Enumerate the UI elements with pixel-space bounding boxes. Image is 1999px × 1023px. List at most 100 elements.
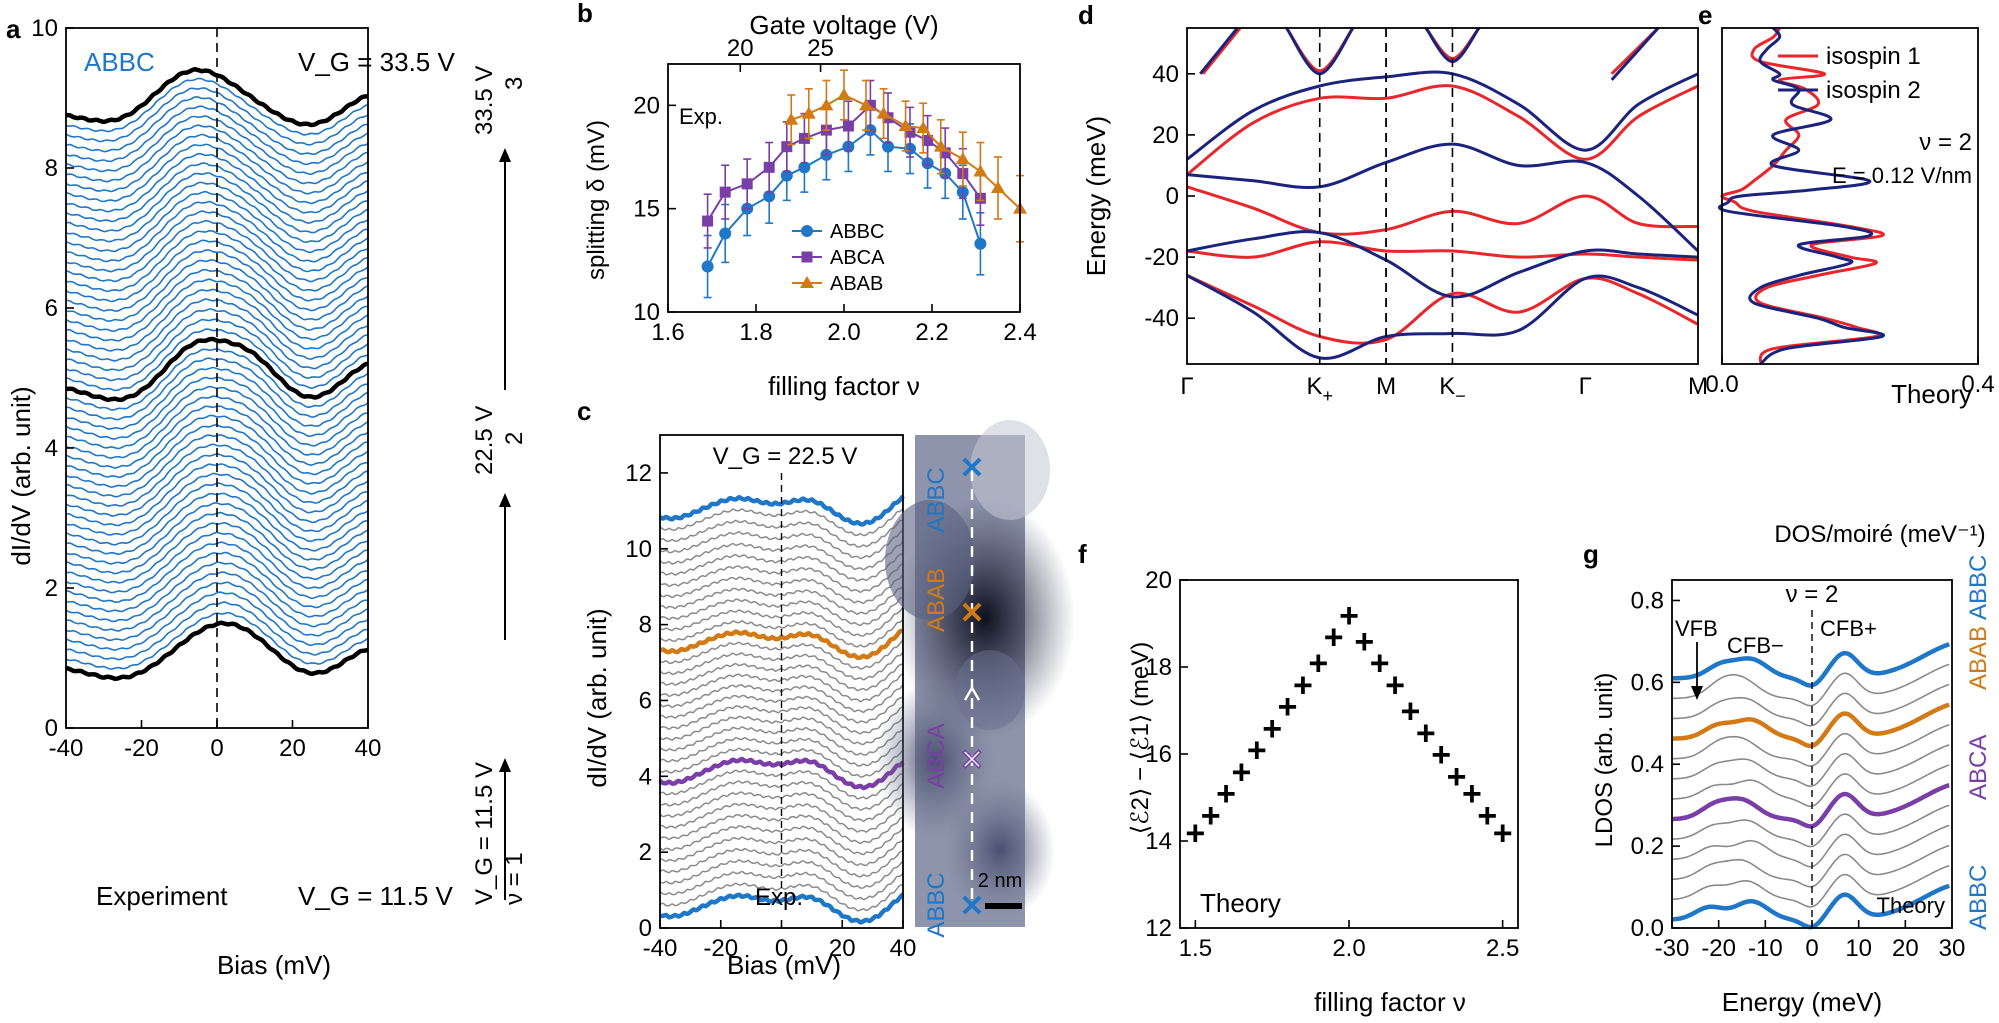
panel-f-point: + xyxy=(1247,732,1267,770)
stm-label-abca: ABCA xyxy=(923,723,950,788)
panel-a-spectrum xyxy=(65,152,369,214)
panel-b-legend-label: ABAB xyxy=(830,273,883,295)
panel-a-spectrum xyxy=(65,308,369,372)
panel-d-band-isospin2 xyxy=(1186,142,1700,253)
panel-a: -40 -20 0 20 40 0 2 4 6 8 10 ABBC V_G = 33.5 V V_… xyxy=(6,15,528,980)
panel-d-kpath-label: K+ xyxy=(1306,373,1333,406)
panel-g-y-tick-label: 0.8 xyxy=(1631,587,1664,614)
panel-c-y-tick-label: 12 xyxy=(625,460,652,487)
panel-c-spectrum xyxy=(659,836,904,867)
panel-b-top-tick-label: 25 xyxy=(807,35,834,62)
panel-e-xlabel: DOS/moiré (meV⁻¹) xyxy=(1774,521,1985,548)
panel-c-spectrum xyxy=(659,726,904,756)
panel-a-spectrum xyxy=(65,124,369,185)
panel-c-spectrum xyxy=(659,715,904,746)
panel-a-y-tick-label: 0 xyxy=(45,715,58,742)
panel-d-kpath-label: Γ xyxy=(1180,373,1193,400)
panel-a-x-tick-label: 40 xyxy=(355,735,382,762)
panel-letter-e: e xyxy=(1698,0,1712,30)
panel-d-kpath-label: Γ xyxy=(1579,373,1592,400)
panel-f-point: + xyxy=(1201,797,1221,835)
panel-a-spectrum xyxy=(65,172,369,234)
panel-a-spectrum xyxy=(65,502,369,565)
panel-b-point-abca xyxy=(719,186,731,198)
panel-letter-g: g xyxy=(1583,539,1599,569)
panel-f-y-tick-label: 20 xyxy=(1145,567,1172,594)
panel-c-x-tick-label: 40 xyxy=(890,935,917,962)
panel-b-legend-label: ABBC xyxy=(830,221,884,243)
panel-a-y-tick-label: 8 xyxy=(45,155,58,182)
panel-d-band-isospin1 xyxy=(1201,27,1242,75)
stm-label-abbc-top: ABBC xyxy=(923,467,950,532)
panel-a-vg-low: V_G = 11.5 V xyxy=(471,762,498,905)
panel-f-point: + xyxy=(1477,797,1497,835)
panel-g-ldos xyxy=(1671,864,1950,908)
panel-c-spectrum xyxy=(659,694,904,724)
panel-a-right-annotations: V_G = 11.5 V ν = 1 22.5 V 2 33.5 V 3 xyxy=(471,66,528,905)
panel-c-y-tick-label: 0 xyxy=(639,915,652,942)
panel-c-spectrum xyxy=(659,870,904,901)
panel-a-nu-low: ν = 1 xyxy=(501,852,528,905)
panel-b-point-abca xyxy=(939,147,951,159)
panel-g-vfb: VFB xyxy=(1675,616,1718,641)
panel-b-point-abab xyxy=(859,98,873,111)
panel-g-ldos xyxy=(1671,724,1950,767)
panel-g-label-abbc-bottom: ABBC xyxy=(1965,865,1992,930)
panel-f-point: + xyxy=(1447,758,1467,796)
panel-e-theory: Theory xyxy=(1891,379,1972,409)
panel-g-ldos xyxy=(1671,764,1950,808)
panel-c-y-tick-label: 2 xyxy=(639,839,652,866)
panel-a-spectrum xyxy=(65,229,369,293)
stm-label-abbc-bottom: ABBC xyxy=(923,872,950,937)
panel-b-legend-marker xyxy=(801,251,813,263)
panel-b-point-abab xyxy=(933,139,948,152)
panel-a-spectrum xyxy=(65,443,369,507)
panel-b-point-abbc xyxy=(974,237,987,250)
panel-c-x-tick-label: 0 xyxy=(775,935,788,962)
panel-g-x-tick-label: 20 xyxy=(1892,935,1919,962)
panel-f-point: + xyxy=(1185,814,1205,852)
panel-b-y-tick-label: 15 xyxy=(633,196,660,223)
panel-e-nu: ν = 2 xyxy=(1919,129,1972,156)
stm-scale-bar-label: 2 nm xyxy=(978,870,1022,892)
panel-c-spectrum xyxy=(659,825,904,856)
panel-a-y-tick-label: 4 xyxy=(45,435,58,462)
panel-e-field: E = 0.12 V/nm xyxy=(1832,163,1972,188)
panel-b-legend-label: ABCA xyxy=(830,247,885,269)
panel-d-kpath-label: K− xyxy=(1439,373,1466,406)
panel-e-x-tick-label: 0.4 xyxy=(1961,371,1994,398)
panel-g-y-tick-label: 0.2 xyxy=(1631,833,1664,860)
panel-a-spectrum xyxy=(65,472,369,536)
panel-f-y-tick-label: 18 xyxy=(1145,654,1172,681)
panel-letter-d: d xyxy=(1078,0,1094,30)
panel-g-x-tick-label: 10 xyxy=(1845,935,1872,962)
panel-d-kpath-subscript: + xyxy=(1322,386,1333,406)
panel-d-band-isospin2 xyxy=(1199,27,1239,75)
panel-c-spectrum xyxy=(659,596,904,627)
panel-c-spectrum xyxy=(659,802,904,833)
panel-c-y-tick-label: 4 xyxy=(639,763,652,790)
panel-b-point-abca xyxy=(741,178,753,190)
panel-g-ldos-highlighted xyxy=(1671,642,1951,688)
panel-c-spectrum-highlighted xyxy=(659,892,905,925)
panel-g-x-tick-label: 30 xyxy=(1939,935,1966,962)
panel-c-spectrum xyxy=(659,683,904,714)
panel-a-spectrum xyxy=(65,414,369,479)
panel-b-ylabel: splitting δ (mV) xyxy=(583,120,610,280)
panel-b-point-abbc xyxy=(798,161,811,174)
panel-f-x-tick-label: 1.5 xyxy=(1179,935,1212,962)
panel-c-y-tick-label: 10 xyxy=(625,536,652,563)
panel-a-nu-mid: 2 xyxy=(501,432,528,445)
panel-g-y-tick-label: 0.6 xyxy=(1631,669,1664,696)
panel-a-y-tick-label: 6 xyxy=(45,295,58,322)
panel-a-spectrum xyxy=(65,200,369,263)
panel-g-ldos xyxy=(1671,683,1950,727)
panel-c-x-tick-label: -40 xyxy=(643,935,678,962)
panel-f-x-tick-label: 2.0 xyxy=(1332,935,1365,962)
panel-f-y-tick-label: 16 xyxy=(1145,741,1172,768)
panel-a-spectrum xyxy=(65,249,369,312)
panel-f-y-tick-label: 12 xyxy=(1145,915,1172,942)
panel-b-point-abab xyxy=(916,121,931,134)
stm-marker-abab: ✕ xyxy=(959,597,984,630)
